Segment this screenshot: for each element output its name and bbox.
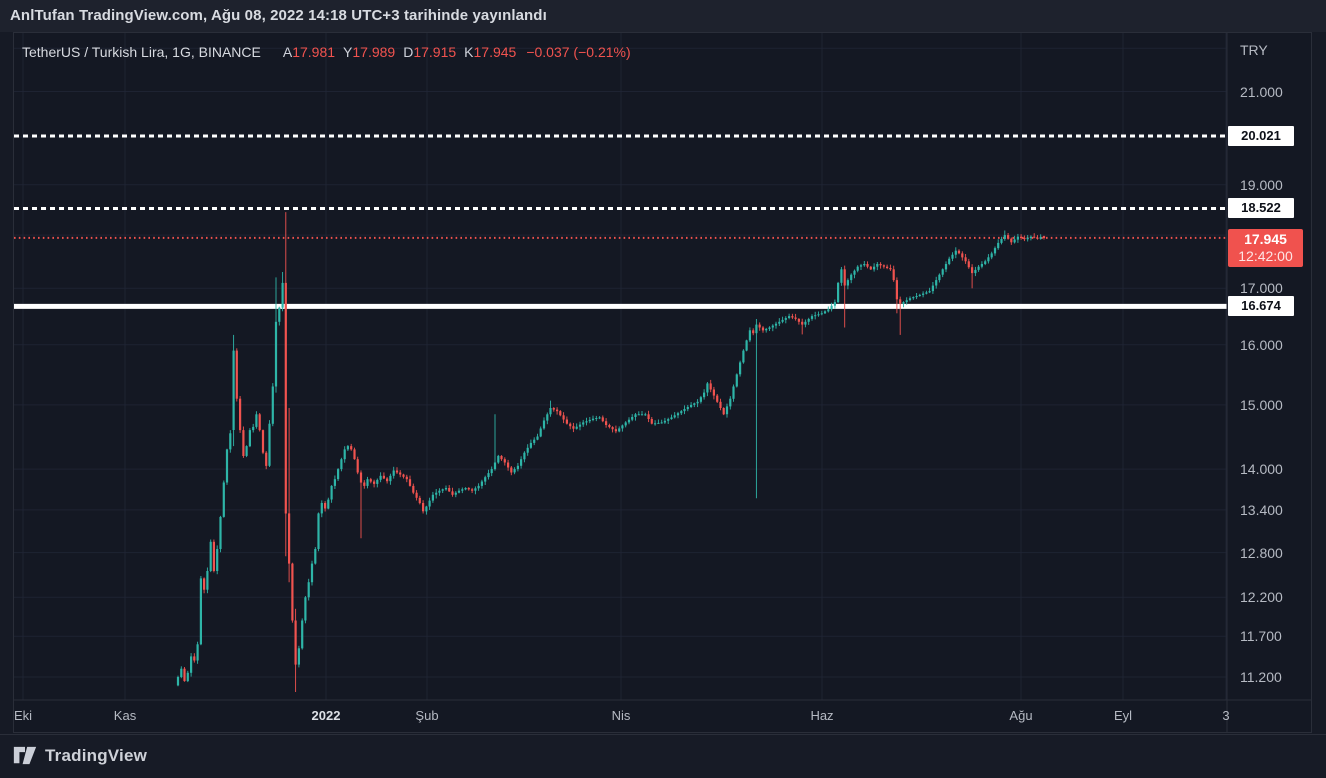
time-tick-label: Ağu bbox=[1009, 708, 1033, 723]
chart-widget bbox=[13, 32, 1312, 733]
price-tick-label: 11.700 bbox=[1240, 628, 1282, 644]
price-tick-label: 14.000 bbox=[1240, 461, 1283, 477]
footer-bar: TradingView bbox=[0, 734, 1326, 778]
price-tick-label: 15.000 bbox=[1240, 397, 1283, 413]
time-tick-label: Eyl bbox=[1113, 708, 1133, 723]
time-tick-label: Kas bbox=[113, 708, 137, 723]
price-level-badge: 18.522 bbox=[1228, 198, 1294, 218]
symbol-title[interactable]: TetherUS / Turkish Lira, 1G, BINANCE bbox=[22, 44, 261, 60]
ohlc-values: A17.981 Y17.989 D17.915 K17.945 −0.037 (−0.2… bbox=[275, 44, 631, 60]
change-value: −0.037 (−0.21%) bbox=[526, 44, 631, 60]
time-tick-label: 3 bbox=[1222, 708, 1230, 723]
ohlc-letter: K bbox=[464, 44, 474, 60]
publish-info-bar: AnlTufan TradingView.com, Ağu 08, 2022 1… bbox=[0, 0, 1326, 32]
ohlc-value: 17.981 bbox=[292, 44, 336, 60]
last-price-value: 17.945 bbox=[1244, 231, 1287, 247]
price-tick-label: 13.400 bbox=[1240, 502, 1283, 518]
candlestick-chart[interactable] bbox=[13, 32, 1312, 733]
chart-legend: TetherUS / Turkish Lira, 1G, BINANCE A17.… bbox=[22, 44, 631, 62]
ohlc-value: 17.915 bbox=[413, 44, 457, 60]
price-tick-label: 17.000 bbox=[1240, 280, 1283, 296]
price-tick-label: 12.200 bbox=[1240, 589, 1283, 605]
time-tick-label: Haz bbox=[810, 708, 834, 723]
time-tick-label: Nis bbox=[611, 708, 631, 723]
tradingview-brand-text: TradingView bbox=[45, 745, 148, 765]
ohlc-value: 17.989 bbox=[352, 44, 396, 60]
last-price-badge: 17.945 12:42:00 bbox=[1228, 229, 1303, 267]
price-level-badge: 20.021 bbox=[1228, 126, 1294, 146]
time-tick-label: 2022 bbox=[311, 708, 341, 723]
time-tick-label: Şub bbox=[415, 708, 439, 723]
price-level-badge: 16.674 bbox=[1228, 296, 1294, 316]
ohlc-letter: A bbox=[282, 44, 293, 60]
price-tick-label: 16.000 bbox=[1240, 337, 1283, 353]
publish-info-text: AnlTufan TradingView.com, Ağu 08, 2022 1… bbox=[10, 7, 547, 24]
ohlc-value: 17.945 bbox=[473, 44, 517, 60]
ohlc-letter: D bbox=[403, 44, 414, 60]
price-tick-label: 12.800 bbox=[1240, 545, 1283, 561]
price-tick-label: 11.200 bbox=[1240, 669, 1282, 685]
bar-countdown: 12:42:00 bbox=[1238, 248, 1293, 264]
ohlc-letter: Y bbox=[343, 44, 353, 60]
tradingview-mark-icon bbox=[13, 746, 37, 765]
price-tick-label: 19.000 bbox=[1240, 177, 1283, 193]
time-tick-label: Eki bbox=[13, 708, 33, 723]
tradingview-logo[interactable]: TradingView bbox=[13, 745, 147, 766]
price-tick-label: 21.000 bbox=[1240, 84, 1283, 100]
price-axis-currency: TRY bbox=[1240, 42, 1268, 58]
